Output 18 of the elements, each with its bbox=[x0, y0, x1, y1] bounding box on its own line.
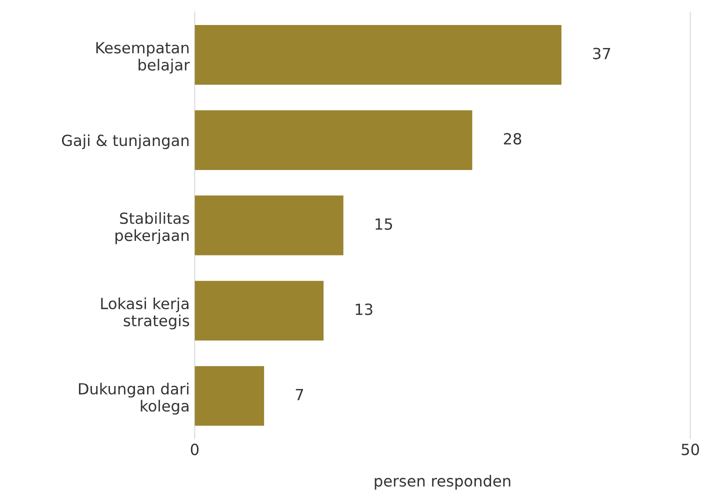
data-label: 15 bbox=[376, 218, 392, 230]
y-tick-label: Stabilitas pekerjaan bbox=[116, 212, 190, 244]
bar bbox=[194, 25, 562, 85]
y-tick-label: Dukungan dari kolega bbox=[78, 382, 188, 415]
data-label: 37 bbox=[593, 48, 610, 60]
bar bbox=[194, 196, 344, 256]
bar bbox=[194, 110, 472, 170]
bar bbox=[194, 366, 264, 426]
x-tick-label: 0 bbox=[190, 444, 199, 456]
data-label: 28 bbox=[504, 133, 522, 145]
y-tick-label: Lokasi kerja strategis bbox=[101, 297, 190, 330]
x-axis-title: persen responden bbox=[374, 474, 510, 490]
bar bbox=[194, 280, 324, 340]
y-tick-label: Gaji & tunjangan bbox=[62, 134, 189, 150]
data-label: 13 bbox=[356, 304, 372, 316]
x-tick-label: 50 bbox=[682, 444, 700, 456]
data-label: 7 bbox=[296, 388, 304, 400]
y-tick-label: Kesempatan belajar bbox=[96, 42, 190, 74]
